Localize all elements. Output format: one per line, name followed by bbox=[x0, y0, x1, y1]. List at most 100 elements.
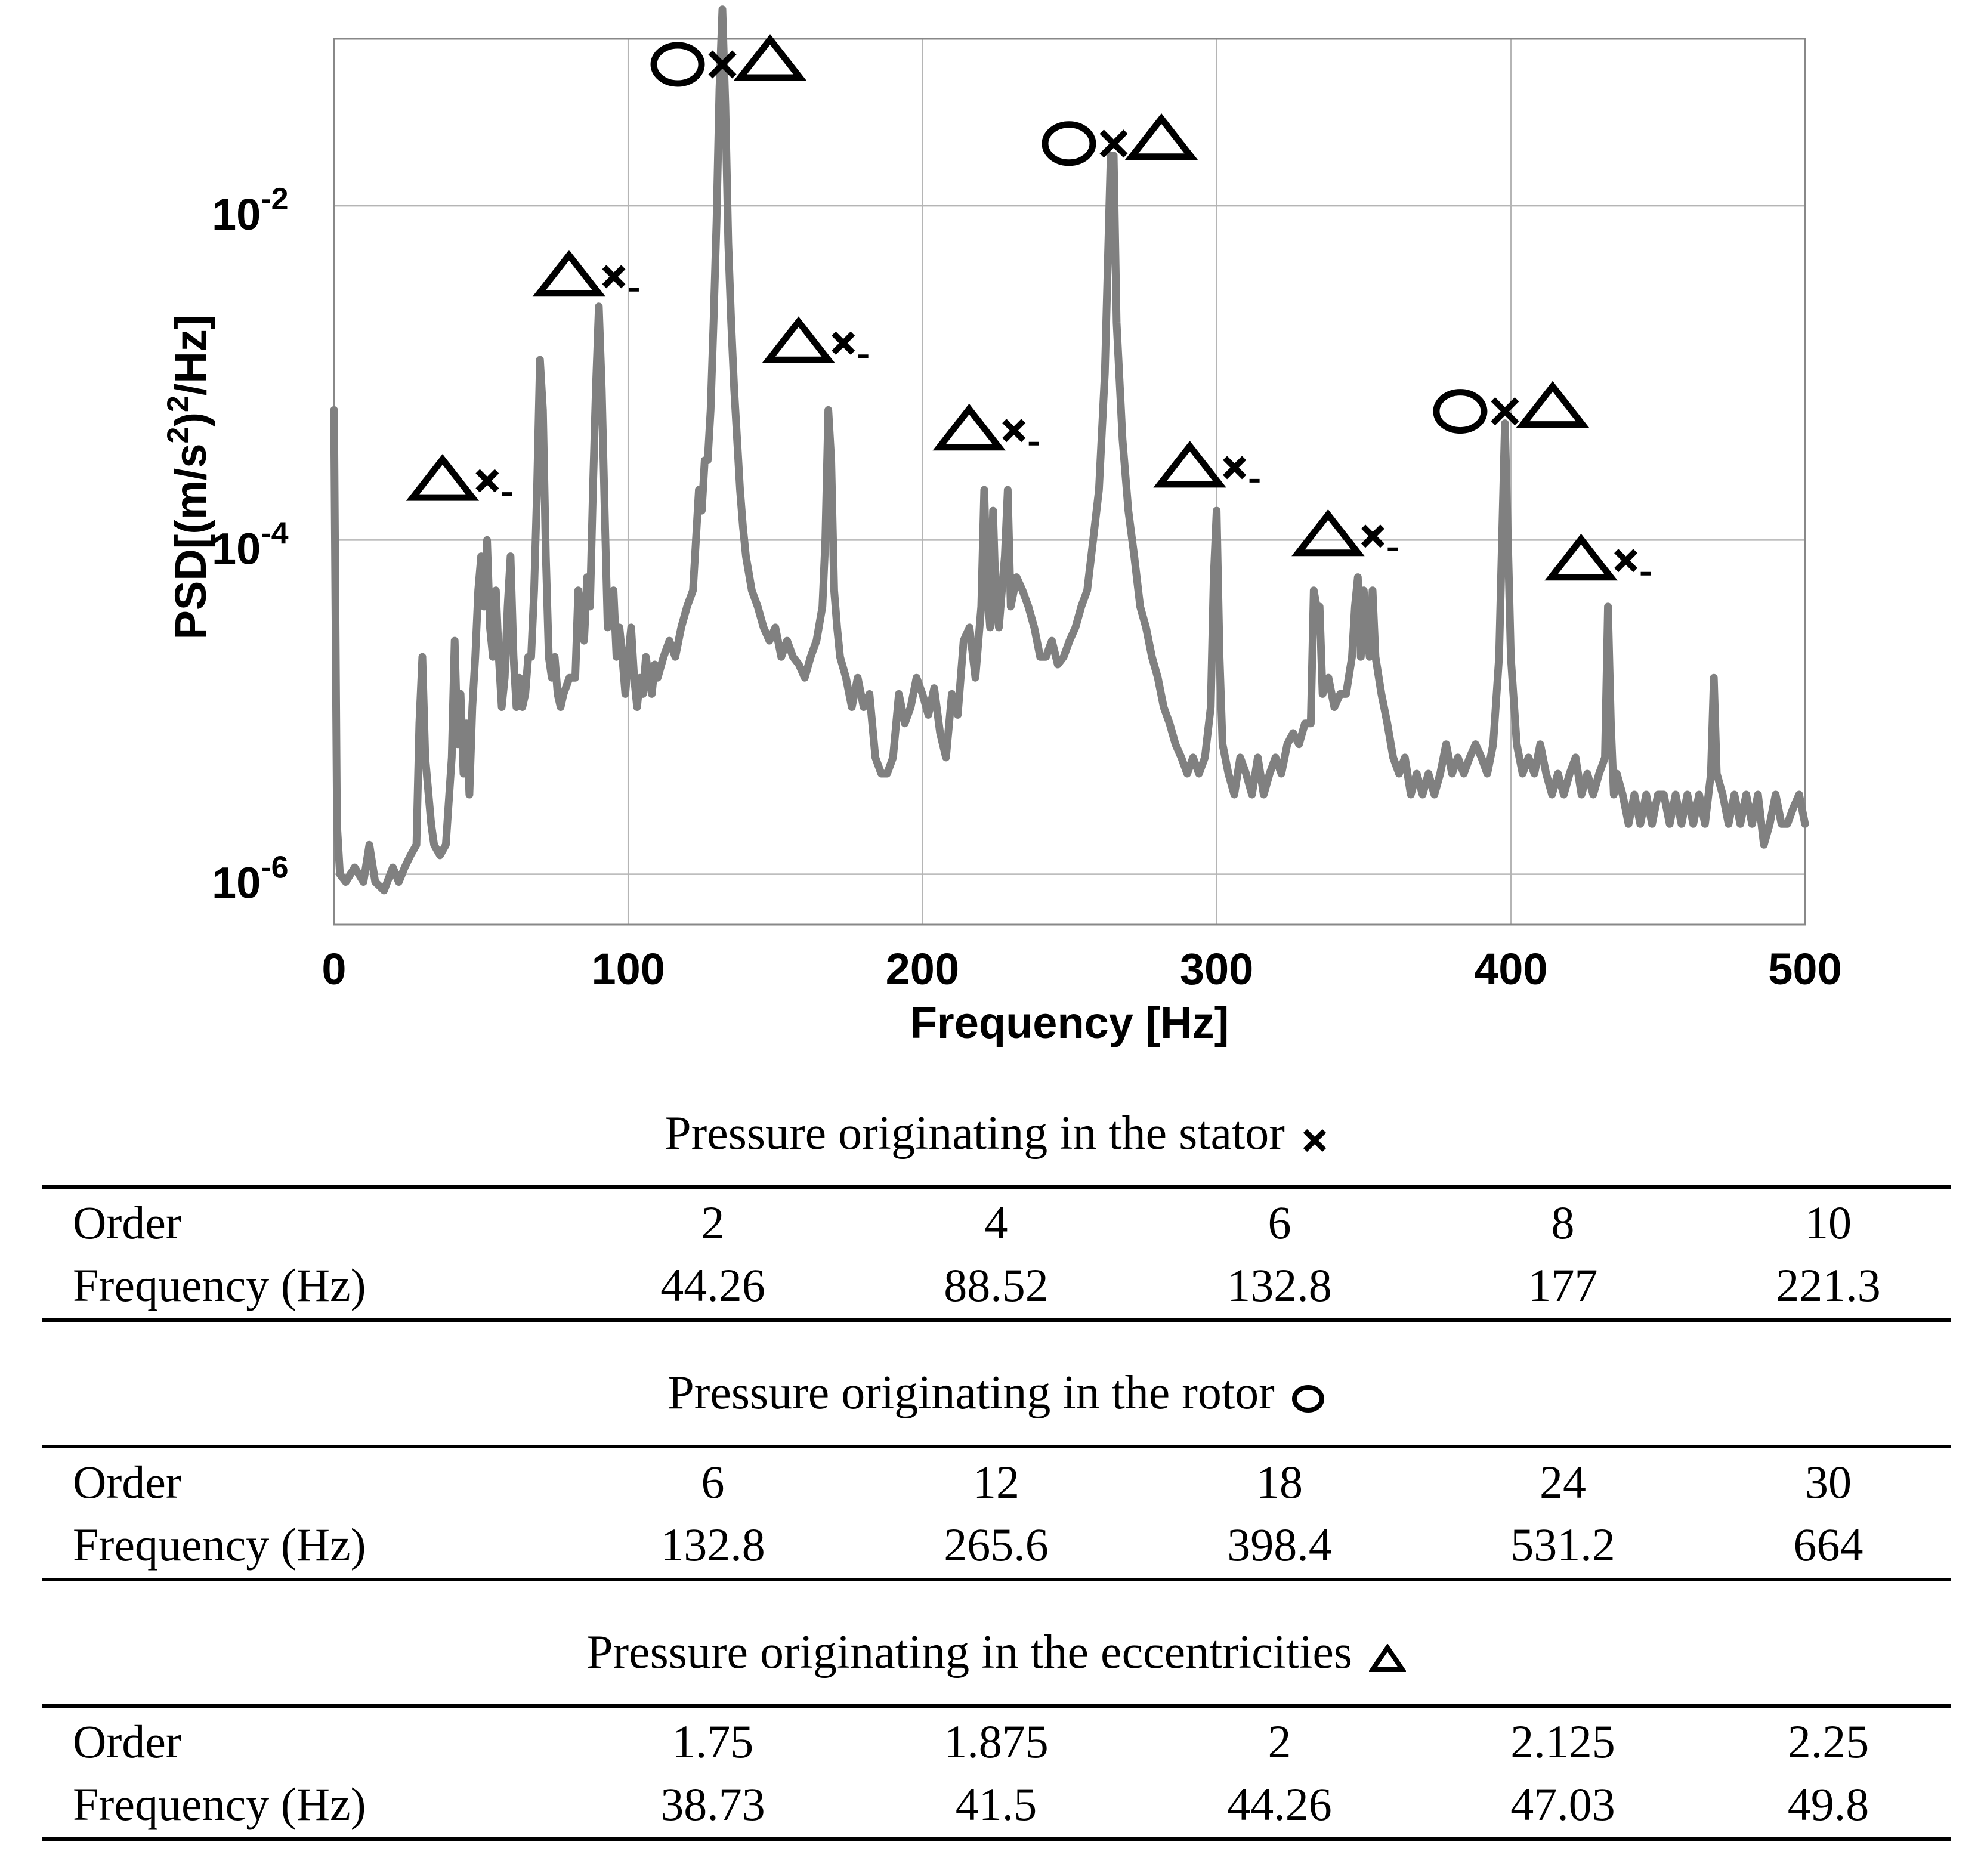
y-axis-label-sup: 2 bbox=[161, 395, 194, 412]
triangle-marker bbox=[406, 454, 480, 501]
table-cell: 10 bbox=[1805, 1197, 1852, 1248]
x-axis-ticks: 0 100 200 300 400 500 bbox=[322, 944, 1841, 994]
table-cell: 6 bbox=[1268, 1197, 1291, 1248]
cross-marker bbox=[832, 331, 855, 355]
table-row-frequency: Frequency (Hz) 44.26 88.52 132.8 177 221… bbox=[42, 1256, 1951, 1315]
y-tick-exponent: -2 bbox=[261, 182, 288, 217]
table-bottom-rule bbox=[42, 1318, 1951, 1322]
table-title: Pressure originating in the rotor bbox=[42, 1357, 1951, 1429]
circle-icon bbox=[1291, 1362, 1325, 1433]
table-cell: 2 bbox=[701, 1197, 725, 1248]
table-cell: 24 bbox=[1540, 1456, 1586, 1508]
triangle-marker bbox=[532, 249, 606, 297]
row-label: Frequency (Hz) bbox=[73, 1259, 366, 1311]
table-cell: 132.8 bbox=[1227, 1259, 1332, 1311]
table-row-order: Order 2 4 6 8 10 bbox=[42, 1193, 1951, 1253]
table-cell: 88.52 bbox=[944, 1259, 1049, 1311]
triangle-marker bbox=[762, 316, 835, 363]
table-cell: 132.8 bbox=[660, 1519, 765, 1571]
triangle-marker bbox=[1124, 113, 1198, 160]
table-row-frequency: Frequency (Hz) 132.8 265.6 398.4 531.2 6… bbox=[42, 1515, 1951, 1575]
x-tick-label: 500 bbox=[1768, 944, 1841, 994]
table-row-order: Order 1.75 1.875 2 2.125 2.25 bbox=[42, 1712, 1951, 1772]
row-label: Order bbox=[73, 1456, 181, 1508]
triangle-marker bbox=[1544, 533, 1618, 581]
psd-series-line bbox=[330, 5, 1809, 895]
y-tick-label: 10-2 bbox=[212, 182, 289, 239]
table-cell: 47.03 bbox=[1510, 1778, 1615, 1830]
cross-icon bbox=[1302, 1102, 1328, 1174]
table-cell: 2.25 bbox=[1787, 1716, 1869, 1767]
y-tick-label: 10-4 bbox=[212, 516, 289, 573]
peak-annotations bbox=[406, 34, 1651, 581]
triangle-icon bbox=[1368, 1621, 1407, 1693]
table-top-rule bbox=[42, 1445, 1951, 1448]
table-cell: 221.3 bbox=[1776, 1259, 1881, 1311]
table-cell: 664 bbox=[1793, 1519, 1863, 1571]
cross-marker bbox=[708, 50, 737, 79]
y-axis-label: PSD[(m/s2)2/Hz] bbox=[161, 315, 215, 640]
triangle-marker bbox=[1153, 440, 1226, 488]
table-cell: 8 bbox=[1551, 1197, 1575, 1248]
y-axis-label-part: PSD[(m/s bbox=[166, 443, 215, 639]
table-cell: 12 bbox=[973, 1456, 1019, 1508]
table-cell: 38.73 bbox=[660, 1778, 765, 1830]
triangle-marker bbox=[1291, 509, 1365, 557]
x-tick-label: 400 bbox=[1474, 944, 1547, 994]
harmonic-tables: Pressure originating in the stator Order… bbox=[42, 1098, 1951, 1876]
rotor-table: Pressure originating in the rotor Order … bbox=[42, 1357, 1951, 1617]
table-title: Pressure originating in the stator bbox=[42, 1098, 1951, 1169]
eccentricity-table: Pressure originating in the eccentriciti… bbox=[42, 1617, 1951, 1876]
table-cell: 6 bbox=[701, 1456, 725, 1508]
cross-marker bbox=[475, 469, 499, 493]
table-cell: 398.4 bbox=[1227, 1519, 1332, 1571]
table-cell: 44.26 bbox=[660, 1259, 765, 1311]
y-tick-exponent: -4 bbox=[261, 516, 288, 551]
y-tick-base: 10 bbox=[212, 524, 261, 573]
table-cell: 18 bbox=[1256, 1456, 1303, 1508]
table-row-order: Order 6 12 18 24 30 bbox=[42, 1452, 1951, 1512]
cross-marker bbox=[1223, 456, 1247, 480]
cross-marker bbox=[1099, 129, 1128, 158]
table-cell: 177 bbox=[1528, 1259, 1598, 1311]
cross-marker bbox=[1361, 524, 1384, 548]
triangle-marker bbox=[932, 403, 1006, 451]
circle-marker bbox=[650, 42, 705, 87]
triangle-marker bbox=[733, 34, 807, 81]
cross-marker bbox=[1614, 549, 1638, 573]
x-tick-label: 200 bbox=[886, 944, 959, 994]
y-axis-label-sup: 2 bbox=[161, 427, 194, 444]
row-label: Frequency (Hz) bbox=[73, 1519, 366, 1571]
table-top-rule bbox=[42, 1185, 1951, 1189]
x-tick-label: 300 bbox=[1180, 944, 1253, 994]
x-tick-label: 100 bbox=[591, 944, 665, 994]
row-label: Frequency (Hz) bbox=[73, 1778, 366, 1830]
table-cell: 1.875 bbox=[944, 1716, 1049, 1767]
y-tick-base: 10 bbox=[212, 858, 261, 908]
y-axis-label-part: /Hz] bbox=[166, 315, 215, 396]
cross-marker bbox=[1491, 397, 1519, 426]
x-axis-label: Frequency [Hz] bbox=[910, 998, 1229, 1047]
circle-marker bbox=[1042, 121, 1096, 166]
y-axis-ticks: 10-610-410-2 bbox=[212, 182, 289, 908]
y-tick-exponent: -6 bbox=[261, 851, 288, 885]
table-top-rule bbox=[42, 1704, 1951, 1708]
table-cell: 49.8 bbox=[1787, 1778, 1869, 1830]
cross-marker bbox=[602, 265, 626, 289]
x-tick-label: 0 bbox=[322, 944, 346, 994]
psd-chart: 0 100 200 300 400 500 10-610-410-2 Frequency … bbox=[161, 5, 1842, 1047]
table-title-text: Pressure originating in the rotor bbox=[667, 1367, 1275, 1419]
table-cell: 265.6 bbox=[944, 1519, 1049, 1571]
table-cell: 4 bbox=[984, 1197, 1008, 1248]
triangle-marker bbox=[1516, 381, 1590, 428]
stator-table: Pressure originating in the stator Order… bbox=[42, 1098, 1951, 1357]
table-bottom-rule bbox=[42, 1578, 1951, 1581]
y-tick-base: 10 bbox=[212, 190, 261, 239]
y-axis-label-part: ) bbox=[166, 412, 215, 427]
table-cell: 44.26 bbox=[1227, 1778, 1332, 1830]
table-cell: 531.2 bbox=[1510, 1519, 1615, 1571]
table-bottom-rule bbox=[42, 1837, 1951, 1841]
y-tick-label: 10-6 bbox=[212, 851, 289, 908]
table-cell: 30 bbox=[1805, 1456, 1852, 1508]
table-cell: 41.5 bbox=[955, 1778, 1037, 1830]
